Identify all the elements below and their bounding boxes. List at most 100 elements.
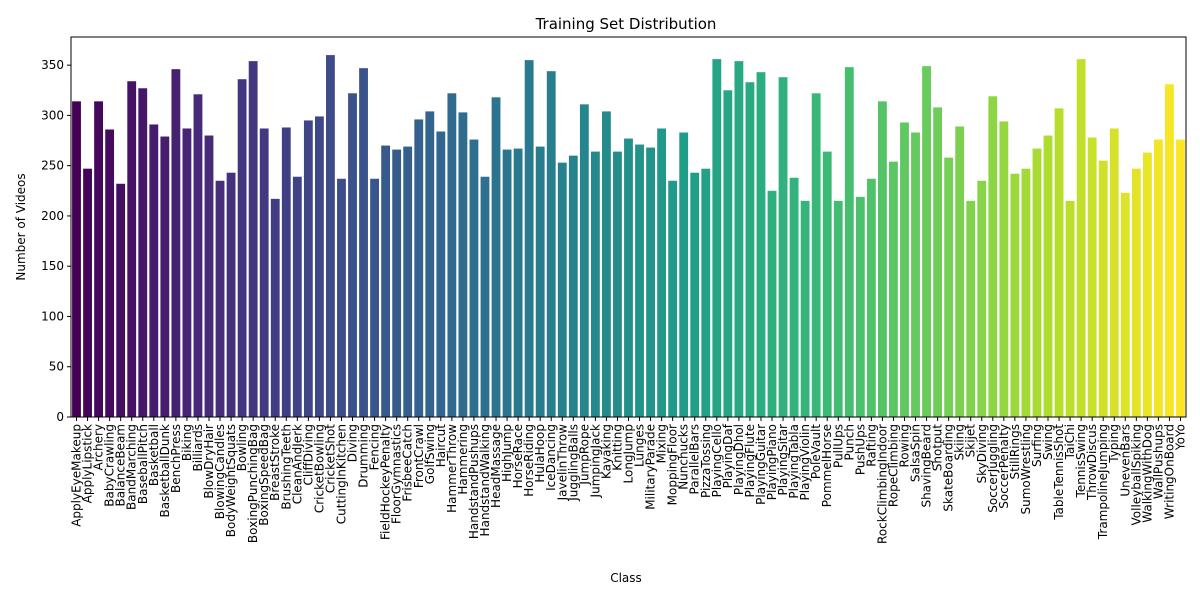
y-tick-label: 250: [41, 159, 64, 173]
x-tick-label-CliffDiving: CliffDiving: [301, 424, 315, 486]
bar-HammerThrow: [447, 93, 457, 418]
x-tick-label-WritingOnBoard: WritingOnBoard: [1162, 424, 1176, 519]
bar-HandstandPushups: [469, 139, 479, 418]
bar-BabyCrawling: [105, 129, 115, 418]
x-tick-label-MoppingFloor: MoppingFloor: [666, 424, 680, 505]
x-tick-label-UnevenBars: UnevenBars: [1118, 424, 1132, 497]
bar-Swing: [1043, 135, 1053, 417]
x-tick-label-BodyWeightSquats: BodyWeightSquats: [224, 424, 238, 537]
bar-BasketballDunk: [160, 136, 170, 417]
bar-RopeClimbing: [889, 161, 898, 417]
x-tick-label-YoYo: YoYo: [1173, 424, 1187, 451]
bar-Diving: [348, 93, 357, 418]
y-axis: 0 50 100 150 200 250 300 350: [41, 58, 71, 424]
bar-Billiards: [193, 94, 203, 418]
bar-JugglingBalls: [568, 155, 578, 417]
x-tick-label-Skijet: Skijet: [964, 424, 978, 458]
x-tick-label-GolfSwing: GolfSwing: [423, 424, 437, 484]
x-tick-label-PlayingTabla: PlayingTabla: [787, 424, 801, 499]
x-tick-label-BalanceBeam: BalanceBeam: [114, 424, 128, 507]
bar-Surfing: [1032, 148, 1042, 417]
bar-WritingOnBoard: [1165, 84, 1174, 417]
bar-CricketShot: [326, 55, 335, 417]
bar-ApplyEyeMakeup: [72, 101, 81, 417]
bar-TableTennisShot: [1054, 108, 1064, 417]
x-tick-label-ApplyLipstick: ApplyLipstick: [81, 424, 95, 503]
x-tick-label-Haircut: Haircut: [434, 424, 448, 468]
x-tick-label-BasketballDunk: BasketballDunk: [158, 424, 172, 518]
x-tick-label-SumoWrestling: SumoWrestling: [1019, 424, 1033, 514]
bar-WallPushups: [1153, 139, 1163, 418]
bar-Lunges: [635, 144, 644, 417]
bar-BenchPress: [171, 69, 181, 418]
x-tick-label-PlayingPiano: PlayingPiano: [765, 424, 779, 500]
x-tick-label-Basketball: Basketball: [147, 424, 161, 486]
x-tick-label-Biking: Biking: [180, 424, 194, 461]
x-tick-label-PlayingFlute: PlayingFlute: [743, 424, 757, 498]
bar-CuttingInKitchen: [337, 178, 346, 417]
x-tick-label-HandstandPushups: HandstandPushups: [467, 424, 481, 539]
bar-PommelHorse: [822, 151, 832, 417]
x-tick-label-PlayingGuitar: PlayingGuitar: [754, 424, 768, 505]
x-tick-label-SkateBoarding: SkateBoarding: [942, 424, 956, 512]
x-tick-label-HulaHoop: HulaHoop: [533, 424, 547, 483]
x-tick-label-HandstandWalking: HandstandWalking: [478, 424, 492, 536]
bar-Fencing: [370, 178, 379, 417]
bar-SkateBoarding: [944, 157, 954, 417]
x-tick-label-RopeClimbing: RopeClimbing: [886, 424, 900, 507]
x-tick-label-ParallelBars: ParallelBars: [688, 424, 702, 495]
bar-BoxingSpeedBag: [259, 128, 269, 418]
bar-Bowling: [237, 79, 247, 417]
x-tick-label-IceDancing: IceDancing: [544, 424, 558, 491]
bar-SumoWrestling: [1021, 168, 1031, 417]
x-tick-label-BandMarching: BandMarching: [125, 424, 139, 510]
x-axis: ApplyEyeMakeupApplyLipstickArcheryBabyCr…: [70, 417, 1187, 544]
y-tick-label: 100: [41, 309, 64, 323]
x-tick-label-SoccerPenalty: SoccerPenalty: [997, 424, 1011, 509]
x-tick-label-Punch: Punch: [842, 424, 856, 460]
bar-RockClimbingIndoor: [878, 101, 887, 417]
x-tick-label-FrisbeeCatch: FrisbeeCatch: [401, 424, 415, 502]
bar-Rafting: [866, 178, 876, 417]
bar-Kayaking: [602, 111, 611, 417]
bar-Punch: [844, 67, 854, 417]
x-tick-label-PommelHorse: PommelHorse: [820, 424, 834, 507]
x-tick-label-CricketShot: CricketShot: [323, 424, 337, 493]
x-axis-label: Class: [610, 571, 642, 585]
x-tick-label-JumpingJack: JumpingJack: [588, 424, 602, 498]
x-tick-label-PlayingCello: PlayingCello: [710, 424, 724, 497]
bar-YoYo: [1176, 139, 1185, 418]
bar-ApplyLipstick: [83, 168, 92, 417]
x-tick-label-Diving: Diving: [346, 424, 360, 462]
bar-MilitaryParade: [646, 147, 655, 417]
x-tick-label-CricketBowling: CricketBowling: [312, 424, 326, 513]
x-tick-label-JumpRope: JumpRope: [577, 424, 591, 486]
bar-TrampolineJumping: [1098, 160, 1108, 417]
bar-Hammering: [458, 112, 468, 418]
x-tick-label-HammerThrow: HammerThrow: [445, 424, 459, 513]
bar-PlayingDaf: [723, 90, 733, 417]
bar-BlowDryHair: [204, 135, 214, 417]
x-tick-label-FieldHockeyPenalty: FieldHockeyPenalty: [379, 424, 393, 540]
x-tick-label-FrontCrawl: FrontCrawl: [412, 424, 426, 488]
x-tick-label-BabyCrawling: BabyCrawling: [103, 424, 117, 507]
x-tick-label-Nunchucks: Nunchucks: [677, 424, 691, 490]
x-tick-label-ShavingBeard: ShavingBeard: [920, 424, 934, 508]
x-tick-label-RockClimbingIndoor: RockClimbingIndoor: [875, 424, 889, 544]
x-tick-label-TableTennisShot: TableTennisShot: [1052, 424, 1066, 521]
x-tick-label-VolleyballSpiking: VolleyballSpiking: [1129, 424, 1143, 525]
x-tick-label-Hammering: Hammering: [456, 424, 470, 495]
bar-HeadMassage: [491, 97, 501, 417]
y-tick-label: 0: [56, 410, 64, 424]
bar-Basketball: [149, 124, 159, 418]
bar-HulaHoop: [535, 146, 545, 417]
x-tick-label-PlayingViolin: PlayingViolin: [798, 424, 812, 500]
x-tick-label-Knitting: Knitting: [610, 424, 624, 471]
bar-VolleyballSpiking: [1131, 168, 1141, 417]
bar-PlayingTabla: [789, 177, 799, 417]
x-tick-label-Archery: Archery: [92, 424, 106, 471]
bar-PlayingPiano: [767, 190, 777, 417]
bar-PullUps: [833, 200, 843, 417]
x-tick-label-TrampolineJumping: TrampolineJumping: [1096, 424, 1110, 540]
bar-Knitting: [613, 151, 622, 417]
